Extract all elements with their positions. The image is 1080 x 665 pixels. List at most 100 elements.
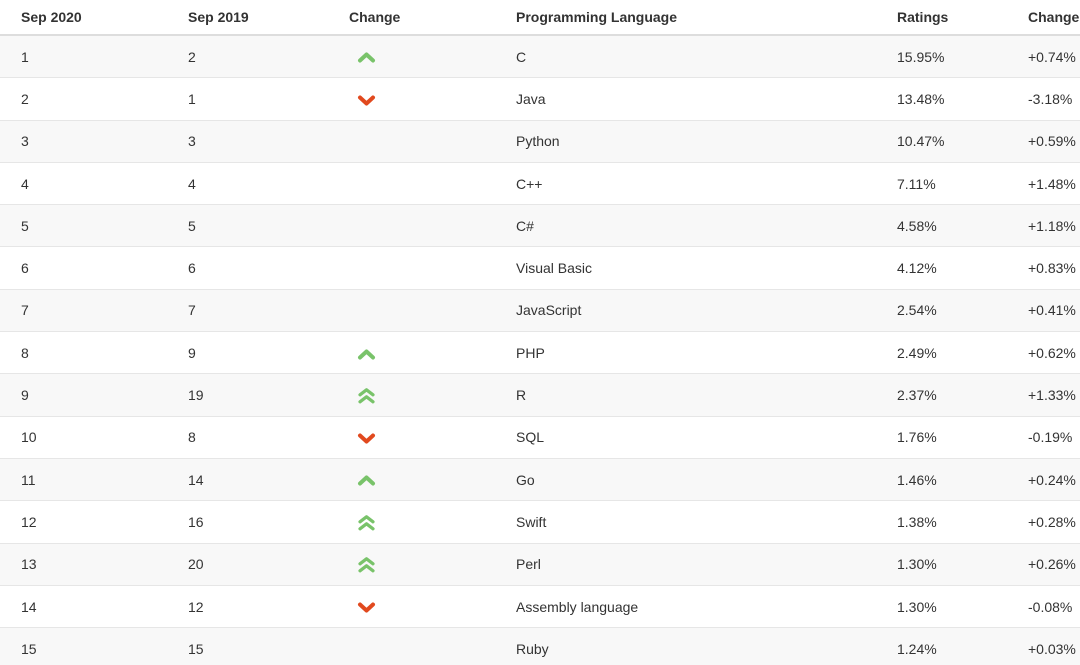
cell-ratings: 4.58%: [876, 204, 1007, 248]
cell-rank_sep_2019: 19: [167, 373, 328, 417]
chevron-down-icon: [357, 95, 376, 106]
cell-ratings: 1.46%: [876, 458, 1007, 502]
cell-rank_sep_2020: 8: [0, 331, 167, 375]
table-row: 7 7 JavaScript 2.54% +0.41%: [0, 289, 1080, 333]
cell-change_pct: +0.03%: [1007, 627, 1080, 665]
double-chevron-up-icon: [357, 557, 376, 573]
chevron-up-icon: [357, 52, 376, 63]
cell-ratings: 7.11%: [876, 162, 1007, 206]
cell-ratings: 13.48%: [876, 77, 1007, 121]
cell-language: Go: [495, 458, 876, 502]
cell-change_pct: -3.18%: [1007, 77, 1080, 121]
cell-language: Perl: [495, 543, 876, 586]
cell-ratings: 2.37%: [876, 373, 1007, 417]
cell-rank_sep_2019: 2: [167, 35, 328, 79]
cell-ratings: 2.54%: [876, 289, 1007, 333]
cell-change_pct: +0.62%: [1007, 331, 1080, 375]
cell-language: Java: [495, 77, 876, 121]
cell-change_pct: +0.74%: [1007, 35, 1080, 79]
table-row: 6 6 Visual Basic 4.12% +0.83%: [0, 246, 1080, 290]
cell-rank_sep_2020: 1: [0, 35, 167, 79]
double-chevron-up-icon: [357, 387, 376, 404]
change-indicator-cell: [328, 204, 495, 248]
column-header-rank_sep_2019: Sep 2019: [167, 0, 328, 36]
table-row: 8 9 PHP 2.49% +0.62%: [0, 331, 1080, 375]
cell-rank_sep_2020: 4: [0, 162, 167, 206]
cell-rank_sep_2020: 11: [0, 458, 167, 502]
change-indicator-cell: [328, 543, 495, 586]
cell-rank_sep_2020: 6: [0, 246, 167, 290]
table-row: 15 15 Ruby 1.24% +0.03%: [0, 627, 1080, 665]
cell-change_pct: +0.28%: [1007, 500, 1080, 544]
table-row: 1 2 C 15.95% +0.74%: [0, 35, 1080, 79]
cell-change_pct: -0.19%: [1007, 416, 1080, 459]
cell-change_pct: +1.48%: [1007, 162, 1080, 206]
change-indicator-cell: [328, 458, 495, 502]
cell-language: Visual Basic: [495, 246, 876, 290]
cell-rank_sep_2019: 15: [167, 627, 328, 665]
cell-rank_sep_2020: 3: [0, 120, 167, 163]
cell-ratings: 1.30%: [876, 543, 1007, 586]
cell-language: C: [495, 35, 876, 79]
cell-ratings: 2.49%: [876, 331, 1007, 375]
cell-rank_sep_2019: 12: [167, 585, 328, 629]
cell-rank_sep_2020: 15: [0, 627, 167, 665]
table-row: 9 19 R 2.37% +1.33%: [0, 373, 1080, 417]
cell-rank_sep_2020: 10: [0, 416, 167, 459]
double-chevron-up-icon: [357, 514, 376, 531]
change-indicator-cell: [328, 246, 495, 290]
change-indicator-cell: [328, 585, 495, 629]
cell-change_pct: +1.18%: [1007, 204, 1080, 248]
cell-rank_sep_2020: 12: [0, 500, 167, 544]
cell-language: Swift: [495, 500, 876, 544]
cell-ratings: 4.12%: [876, 246, 1007, 290]
cell-rank_sep_2019: 6: [167, 246, 328, 290]
column-header-change_pct: Change: [1007, 0, 1080, 36]
table-row: 4 4 C++ 7.11% +1.48%: [0, 162, 1080, 206]
cell-rank_sep_2019: 4: [167, 162, 328, 206]
cell-ratings: 15.95%: [876, 35, 1007, 79]
cell-language: C#: [495, 204, 876, 248]
cell-ratings: 1.30%: [876, 585, 1007, 629]
column-header-rank_sep_2020: Sep 2020: [0, 0, 167, 36]
change-indicator-cell: [328, 416, 495, 459]
cell-ratings: 1.76%: [876, 416, 1007, 459]
cell-language: PHP: [495, 331, 876, 375]
cell-rank_sep_2019: 16: [167, 500, 328, 544]
chevron-down-icon: [357, 602, 376, 613]
table-header: Sep 2020 Sep 2019 Change Programming Langua…: [0, 0, 1080, 36]
chevron-up-icon: [357, 475, 376, 486]
change-indicator-cell: [328, 500, 495, 544]
cell-change_pct: +1.33%: [1007, 373, 1080, 417]
change-indicator-cell: [328, 627, 495, 665]
cell-rank_sep_2019: 5: [167, 204, 328, 248]
table-row: 3 3 Python 10.47% +0.59%: [0, 120, 1080, 163]
change-indicator-cell: [328, 120, 495, 163]
column-header-change_indicator: Change: [328, 0, 495, 36]
cell-rank_sep_2020: 13: [0, 543, 167, 586]
change-indicator-cell: [328, 35, 495, 79]
header-row: Sep 2020 Sep 2019 Change Programming Langua…: [0, 0, 1080, 36]
cell-rank_sep_2019: 20: [167, 543, 328, 586]
cell-language: Python: [495, 120, 876, 163]
chevron-down-icon: [357, 433, 376, 444]
table-row: 14 12 Assembly language 1.30% -0.08%: [0, 585, 1080, 629]
column-header-language: Programming Language: [495, 0, 876, 36]
cell-rank_sep_2019: 3: [167, 120, 328, 163]
cell-language: Ruby: [495, 627, 876, 665]
change-indicator-cell: [328, 77, 495, 121]
table-row: 10 8 SQL 1.76% -0.19%: [0, 416, 1080, 459]
cell-rank_sep_2019: 14: [167, 458, 328, 502]
cell-language: R: [495, 373, 876, 417]
cell-change_pct: +0.83%: [1007, 246, 1080, 290]
cell-rank_sep_2020: 14: [0, 585, 167, 629]
table-row: 12 16 Swift 1.38% +0.28%: [0, 500, 1080, 544]
cell-change_pct: +0.41%: [1007, 289, 1080, 333]
cell-language: C++: [495, 162, 876, 206]
cell-rank_sep_2020: 7: [0, 289, 167, 333]
table-row: 11 14 Go 1.46% +0.24%: [0, 458, 1080, 502]
cell-language: SQL: [495, 416, 876, 459]
cell-change_pct: +0.26%: [1007, 543, 1080, 586]
